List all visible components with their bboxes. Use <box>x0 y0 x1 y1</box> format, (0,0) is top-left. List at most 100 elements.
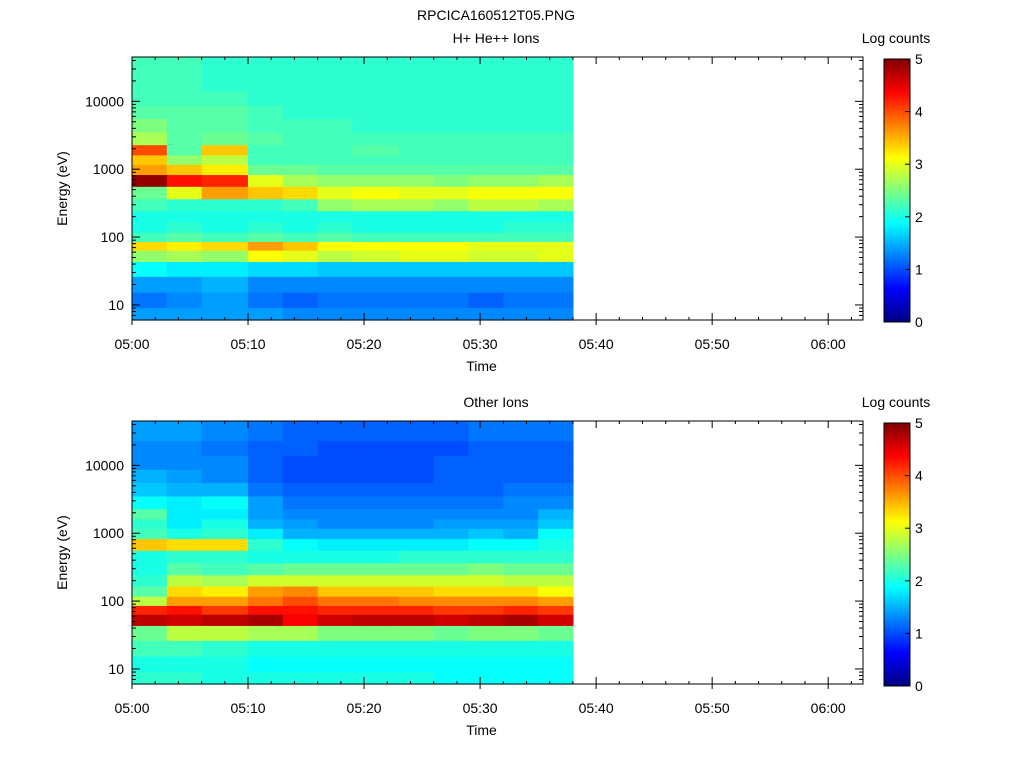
heatmap-cell <box>398 605 435 615</box>
heatmap-cell <box>538 105 574 119</box>
heatmap-cell <box>201 221 249 233</box>
heatmap-cell <box>468 495 504 510</box>
heatmap-cell <box>132 605 168 615</box>
heatmap-cell <box>398 455 435 470</box>
heatmap-cell <box>132 221 168 233</box>
heatmap-cell <box>282 241 319 251</box>
colorbar: 0 1 2 3 4 5 Log counts <box>862 394 931 694</box>
heatmap-cell <box>201 550 249 564</box>
heatmap-cell <box>317 210 354 223</box>
heatmap-cell <box>282 221 319 233</box>
colorbar-label: Log counts <box>862 30 931 46</box>
heatmap-cell <box>398 144 435 156</box>
heatmap-cell <box>503 518 539 529</box>
heatmap-cell <box>201 186 249 200</box>
heatmap-cell <box>538 241 574 251</box>
heatmap-cell <box>166 154 203 165</box>
heatmap-cell <box>433 154 470 165</box>
heatmap-cell <box>282 76 319 92</box>
heatmap-cell <box>468 105 504 119</box>
heatmap-cell <box>201 292 249 309</box>
heatmap-cell <box>201 469 249 483</box>
heatmap-cell <box>282 118 319 133</box>
panel-title: Other Ions <box>463 394 528 410</box>
heatmap-cell <box>538 574 574 587</box>
heatmap-cell <box>132 241 168 251</box>
heatmap-cell <box>433 528 470 540</box>
heatmap-cell <box>166 574 203 587</box>
heatmap-cell <box>201 585 249 597</box>
heatmap-cell <box>503 241 539 251</box>
y-axis-label: Energy (eV) <box>54 515 70 590</box>
heatmap-cell <box>201 232 249 242</box>
heatmap-cell <box>352 57 400 78</box>
heatmap-cell <box>468 508 504 520</box>
heatmap-cell <box>317 508 354 520</box>
heatmap-cell <box>282 307 319 321</box>
heatmap-cell <box>398 574 435 587</box>
heatmap-cell <box>248 605 284 615</box>
heatmap-cell <box>166 550 203 564</box>
heatmap-cell <box>317 640 354 657</box>
heatmap-cell <box>201 528 249 540</box>
heatmap-cell <box>317 562 354 576</box>
y-axis: 10 100 1000 10000 <box>85 59 863 321</box>
heatmap-cell <box>201 625 249 641</box>
heatmap-cell <box>433 640 470 657</box>
heatmap-cell <box>398 131 435 146</box>
heatmap-cell <box>433 482 470 497</box>
heatmap-cell <box>352 596 400 606</box>
heatmap-cell <box>282 91 319 106</box>
heatmap-cell <box>201 562 249 576</box>
x-tick-label: 05:20 <box>347 336 382 352</box>
heatmap-cell <box>166 585 203 597</box>
heatmap-cell <box>503 671 539 685</box>
heatmap-cell <box>538 614 574 626</box>
x-axis: 05:00 05:10 05:20 05:30 05:40 05:50 06:00 <box>114 421 852 716</box>
heatmap-cell <box>317 198 354 212</box>
heatmap-cell <box>201 91 249 106</box>
y-axis-label: Energy (eV) <box>54 151 70 226</box>
heatmap-cell <box>201 495 249 510</box>
heatmap-cell <box>538 76 574 92</box>
heatmap-cell <box>201 307 249 321</box>
heatmap-cell <box>503 596 539 606</box>
heatmap-cell <box>538 562 574 576</box>
heatmap-cell <box>433 550 470 564</box>
heatmap-cell <box>503 440 539 456</box>
heatmap-cell <box>282 292 319 309</box>
heatmap-cell <box>538 495 574 510</box>
heatmap-cell <box>503 469 539 483</box>
heatmap-cell <box>166 118 203 133</box>
panel-other-ions: 05:00 05:10 05:20 05:30 05:40 05:50 06:00 Time 1… <box>54 394 930 738</box>
heatmap-cell <box>538 528 574 540</box>
heatmap-cell <box>503 538 539 551</box>
heatmap-cell <box>468 469 504 483</box>
heatmap-cell <box>317 154 354 165</box>
heatmap-cell <box>166 625 203 641</box>
heatmap-cell <box>282 596 319 606</box>
heatmap-cell <box>398 186 435 200</box>
heatmap-cell <box>352 276 400 293</box>
heatmap-cell <box>468 482 504 497</box>
heatmap-cell <box>201 455 249 470</box>
heatmap-cell <box>166 518 203 529</box>
heatmap-cell <box>166 469 203 483</box>
heatmap-cell <box>201 596 249 606</box>
heatmap-cell <box>433 232 470 242</box>
heatmap-cell <box>248 528 284 540</box>
heatmap-cell <box>166 198 203 212</box>
heatmap-cells <box>132 57 574 321</box>
heatmap-cell <box>166 186 203 200</box>
x-tick-label: 05:30 <box>463 336 498 352</box>
heatmap-cell <box>166 605 203 615</box>
heatmap-cell <box>352 640 400 657</box>
heatmap-cell <box>433 307 470 321</box>
heatmap-cell <box>503 76 539 92</box>
heatmap-cell <box>132 550 168 564</box>
heatmap-cell <box>166 455 203 470</box>
heatmap-cell <box>282 574 319 587</box>
heatmap-cell <box>132 614 168 626</box>
heatmap-cell <box>132 518 168 529</box>
heatmap-cell <box>433 585 470 597</box>
